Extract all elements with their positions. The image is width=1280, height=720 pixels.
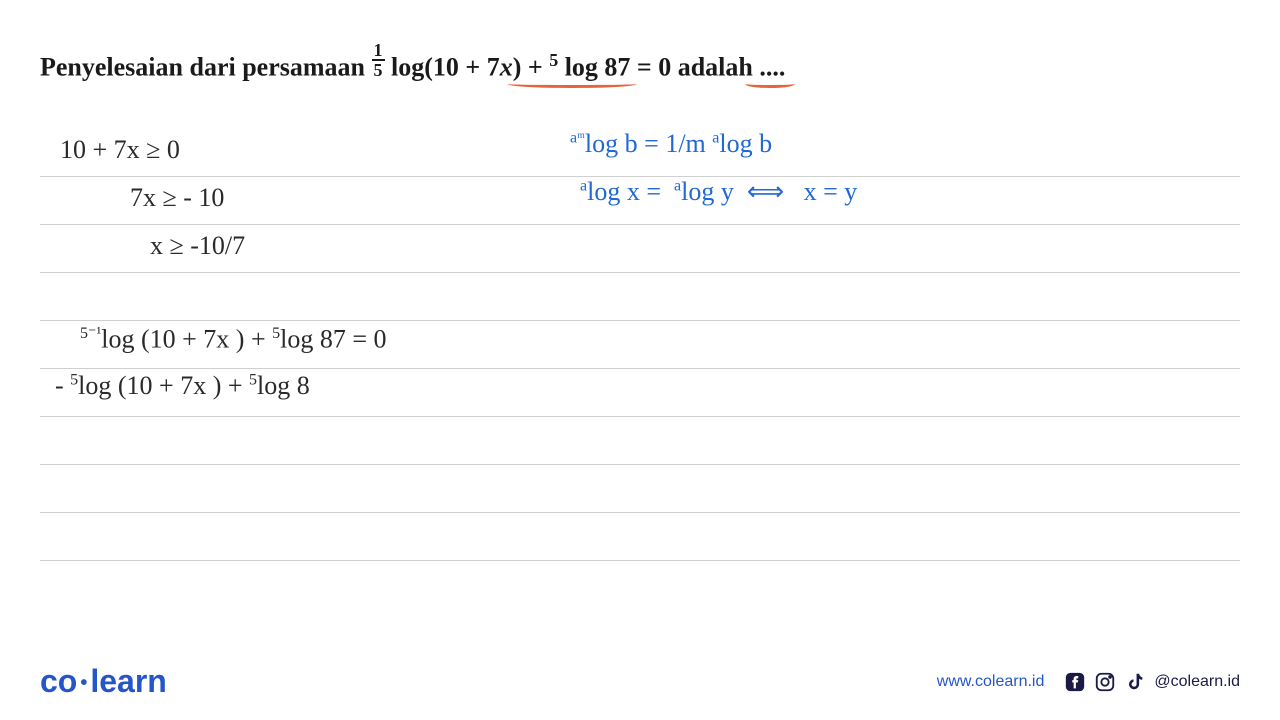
notebook-area: 10 + 7x ≥ 0 aᵐlog b = 1/m alog b 7x ≥ - …: [40, 129, 1240, 609]
work2-sup2: 5: [249, 371, 257, 388]
work2-p2: log 8: [257, 371, 310, 400]
red-underline-1: [507, 80, 637, 88]
rule1-sup-left: aᵐ: [570, 129, 585, 146]
superscript-5: 5: [549, 50, 558, 70]
work1-p1: log (10 + 7x ) +: [101, 324, 272, 353]
work1-sup2: 5: [272, 325, 280, 342]
notebook-line: [40, 513, 1240, 561]
rule1-frac: 1/m: [665, 129, 705, 158]
notebook-line: [40, 465, 1240, 513]
instagram-icon: [1094, 671, 1116, 693]
social-handle: @colearn.id: [1154, 673, 1240, 691]
fraction-numerator: 1: [372, 41, 385, 61]
log-part-2: ) +: [513, 53, 549, 82]
rule1-left: log b =: [585, 129, 659, 158]
work-line-2: - 5log (10 + 7x ) + 5log 8: [55, 371, 310, 401]
fraction-denominator: 5: [372, 61, 385, 79]
notebook-line: x ≥ -10/7: [40, 225, 1240, 273]
notebook-line: [40, 273, 1240, 321]
rule1-right: log b: [719, 129, 772, 158]
tiktok-icon: [1124, 671, 1146, 693]
notebook-line: [40, 561, 1240, 609]
notebook-line: - 5log (10 + 7x ) + 5log 8: [40, 369, 1240, 417]
rule2-left: log x =: [587, 177, 661, 206]
domain-step-2: 7x ≥ - 10: [130, 183, 224, 213]
domain-step-3: x ≥ -10/7: [150, 231, 245, 261]
log-part-3: log 87 = 0 adalah ....: [558, 53, 785, 82]
work-line-1: 5⁻¹log (10 + 7x ) + 5log 87 = 0: [80, 323, 387, 355]
work1-p2: log 87 = 0: [280, 324, 386, 353]
log-rule-2: alog x = alog y ⟺ x = y: [580, 177, 857, 207]
fraction-exponent: 1 5: [372, 41, 385, 79]
rule2-right: x = y: [804, 177, 858, 206]
facebook-icon: [1064, 671, 1086, 693]
problem-prefix: Penyelesaian dari persamaan: [40, 53, 372, 82]
work2-p1: log (10 + 7x ) +: [78, 371, 249, 400]
notebook-line: [40, 417, 1240, 465]
work2-neg: -: [55, 371, 70, 400]
footer: co•learn www.colearn.id @colearn.id: [0, 663, 1280, 700]
footer-right: www.colearn.id @colearn.id: [937, 671, 1240, 693]
notebook-line: 5⁻¹log (10 + 7x ) + 5log 87 = 0: [40, 321, 1240, 369]
notebook-line: 7x ≥ - 10 alog x = alog y ⟺ x = y: [40, 177, 1240, 225]
brand-logo: co•learn: [40, 663, 167, 700]
rule2-arrow: ⟺: [747, 177, 784, 206]
rule2-mid: log y: [681, 177, 734, 206]
work2-sup1: 5: [70, 371, 78, 388]
log-rule-1: aᵐlog b = 1/m alog b: [570, 129, 772, 159]
work1-sup1: 5⁻¹: [80, 325, 101, 342]
variable-x: x: [500, 53, 513, 82]
logo-dot: •: [77, 672, 90, 694]
logo-part-1: co: [40, 663, 77, 699]
red-underline-2: [745, 80, 795, 88]
log-part-1: log(10 + 7: [391, 53, 500, 82]
notebook-line: 10 + 7x ≥ 0 aᵐlog b = 1/m alog b: [40, 129, 1240, 177]
website-url: www.colearn.id: [937, 673, 1045, 691]
social-icons-group: @colearn.id: [1064, 671, 1240, 693]
domain-step-1: 10 + 7x ≥ 0: [60, 135, 180, 165]
problem-statement: Penyelesaian dari persamaan 1 5 log(10 +…: [40, 50, 1240, 89]
logo-part-2: learn: [90, 663, 166, 699]
